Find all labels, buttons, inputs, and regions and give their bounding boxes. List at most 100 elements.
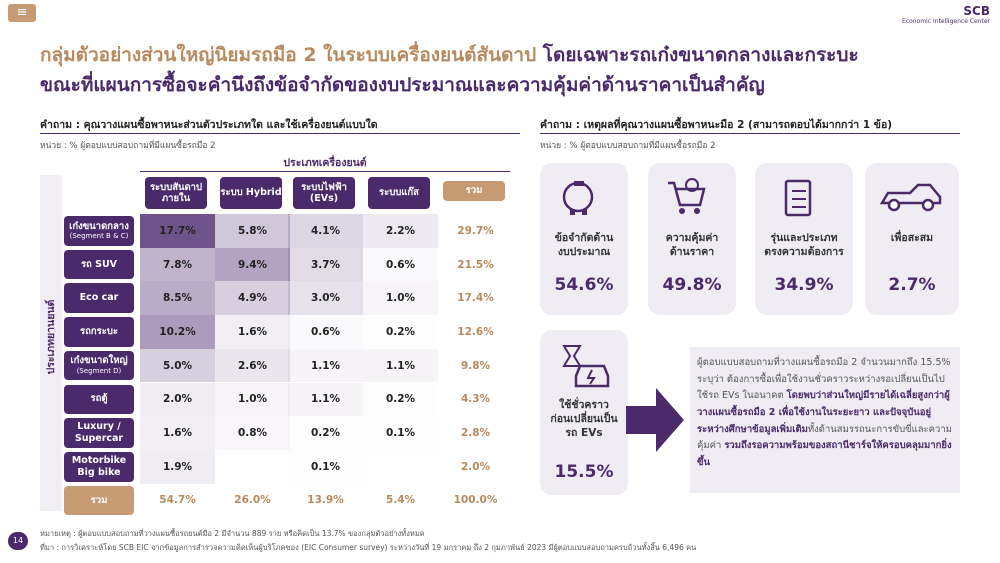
card-value: 34.9% [774,275,834,295]
row-header: Luxury / Supercar [64,418,134,448]
row-header: Eco car [64,283,134,314]
title-line-1: กลุ่มตัวอย่างส่วนใหญ่นิยมรถมือ 2 ในระบบเ… [40,40,859,70]
reason-card: ใช้ชั่วคราว ก่อนเปลี่ยนเป็น รถ EVs 15.5% [540,330,628,495]
source: ที่มา : การวิเคราะห์โดย SCB EIC จากข้อมู… [40,543,697,552]
card-label: ใช้ชั่วคราว ก่อนเปลี่ยนเป็น รถ EVs [550,399,618,440]
divider [40,133,520,134]
table-cell: 0.2% [385,325,416,338]
summary-text: รวมถึงรอความพร้อมของสถานีชาร์จให้ครอบคลุ… [697,440,952,468]
table-cell: 2.0% [140,382,215,417]
summary-text: โดยพบว่าส่วนใหญ่มีรายได้เฉลี่ยสูงกว่าผู้… [697,390,950,435]
column-group-header: ประเภทเครื่องยนต์ [140,154,510,172]
table-cell: 2.2% [363,214,438,248]
column-header: ระบบแก๊ส [368,177,430,209]
column-header: ระบบสันดาป ภายใน [145,177,207,209]
table-cell: 1.0% [215,382,290,417]
footnote: หมายเหตุ : ผู้ตอบแบบสอบถามที่วางแผนซื้อร… [40,529,425,538]
row-group-band [40,175,62,511]
card-value: 15.5% [554,462,614,482]
unit-note: หน่วย : % ผู้ตอบแบบสอบถามที่มีแผนซื้อรถม… [540,141,716,151]
table-cell: 5.0% [140,348,215,383]
divider [540,133,960,134]
table-cell: 1.6% [215,315,290,349]
table-cell: 0.2% [385,393,416,406]
card-icon [562,345,610,388]
summary-box: ผู้ตอบแบบสอบถามที่วางแผนซื้อรถมือ 2 จำนว… [690,347,960,493]
title-part: โดยเฉพาะรถเก๋งขนาดกลางและกระบะ [542,44,859,66]
reason-card: ข้อจำกัดด้าน งบประมาณ 54.6% [540,163,628,315]
row-label: รวม [90,494,108,506]
table-cell: 5.4% [385,494,416,507]
table-cell [215,450,290,484]
table-cell: 5.8% [215,214,290,248]
arrow [626,388,684,452]
title-part: กลุ่มตัวอย่างส่วนใหญ่นิยมรถมือ 2 ในระบบเ… [40,44,537,66]
table-cell: 0.6% [288,315,363,349]
table-cell: 2.8% [460,427,491,440]
card-icon [668,178,706,214]
table-cell: 2.6% [215,348,290,383]
summary-text: ทั้งด้านสมรรถนะการขับขี่และความคุ้มค่า [697,423,952,452]
card-value: 54.6% [554,275,614,295]
table-cell: 12.6% [457,325,494,338]
table-cell: 4.9% [215,281,290,316]
unit-note: หน่วย : % ผู้ตอบแบบสอบถามที่มีแผนซื้อรถม… [40,141,216,151]
row-label: เก๋งขนาดกลาง [69,220,129,232]
table-cell: 29.7% [457,224,494,237]
column-header: รวม [443,181,505,201]
table-cell: 17.7% [140,214,215,248]
reason-card: เพื่อสะสม 2.7% [865,163,959,315]
row-label: รถ SUV [80,258,118,270]
table-cell: 1.1% [288,382,363,417]
row-group-header: ประเภทยานยนต์ [44,299,57,375]
table-cell: 10.2% [140,315,215,349]
row-header: Motorbike Big bike [64,451,134,482]
reason-card: รุ่นและประเภท ตรงความต้องการ 34.9% [755,163,853,315]
table-cell: 17.4% [457,292,494,305]
card-value: 49.8% [662,275,722,295]
card-icon [562,181,594,215]
card-label: ข้อจำกัดด้าน งบประมาณ [554,232,614,259]
table-cell [363,450,438,484]
table-cell: 26.0% [234,494,271,507]
row-header: รถตู้ [64,384,134,415]
question: คำถาม : คุณวางแผนซื้อพาหนะส่วนตัวประเภทใ… [40,119,378,131]
card-icon [784,179,812,217]
row-header: เก๋งขนาดใหญ่ (Segment D) [64,350,134,381]
column-header: ระบบไฟฟ้า (EVs) [293,177,355,209]
table-cell: 0.6% [363,248,438,282]
row-label: รถตู้ [90,393,108,405]
summary-text: ผู้ตอบแบบสอบถามที่วางแผนซื้อรถมือ 2 จำนว… [697,357,951,402]
row-header: รวม [64,485,134,516]
title-line-2: ขณะที่แผนการซื้อจะคำนึงถึงข้อจำกัดของงบป… [40,74,765,96]
card-label: เพื่อสะสม [890,232,934,244]
table-cell: 7.8% [140,247,215,282]
table-cell: 4.1% [288,214,363,248]
table-cell: 3.0% [288,281,363,316]
card-icon [880,183,942,212]
table-cell: 1.1% [288,348,363,383]
table-cell: 100.0% [453,494,498,507]
card-value: 2.7% [888,275,936,295]
menu-button[interactable]: ≡ [8,4,36,22]
table-cell: 0.1% [310,460,341,473]
table-cell: 9.8% [460,359,491,372]
table-cell: 0.2% [310,427,341,440]
row-sublabel: (Segment B & C) [69,232,129,241]
table-cell: 13.9% [307,494,344,507]
card-label: ความคุ้มค่า ด้านราคา [665,232,719,259]
table-cell: 8.5% [140,281,215,316]
table-cell: 21.5% [457,258,494,271]
table-cell: 54.7% [159,494,196,507]
table-cell: 9.4% [215,247,290,282]
question: คำถาม : เหตุผลที่คุณวางแผนซื้อพาหนะมือ 2… [540,119,893,131]
row-header: เก๋งขนาดกลาง (Segment B & C) [64,216,134,246]
row-header: รถ SUV [64,249,134,280]
table-cell: 1.9% [140,449,215,484]
row-label: Luxury / Supercar [74,421,124,445]
logo-subtext: Economic Intelligence Center [902,18,990,25]
reason-card: ความคุ้มค่า ด้านราคา 49.8% [648,163,736,315]
logo-text: SCB [963,4,990,18]
